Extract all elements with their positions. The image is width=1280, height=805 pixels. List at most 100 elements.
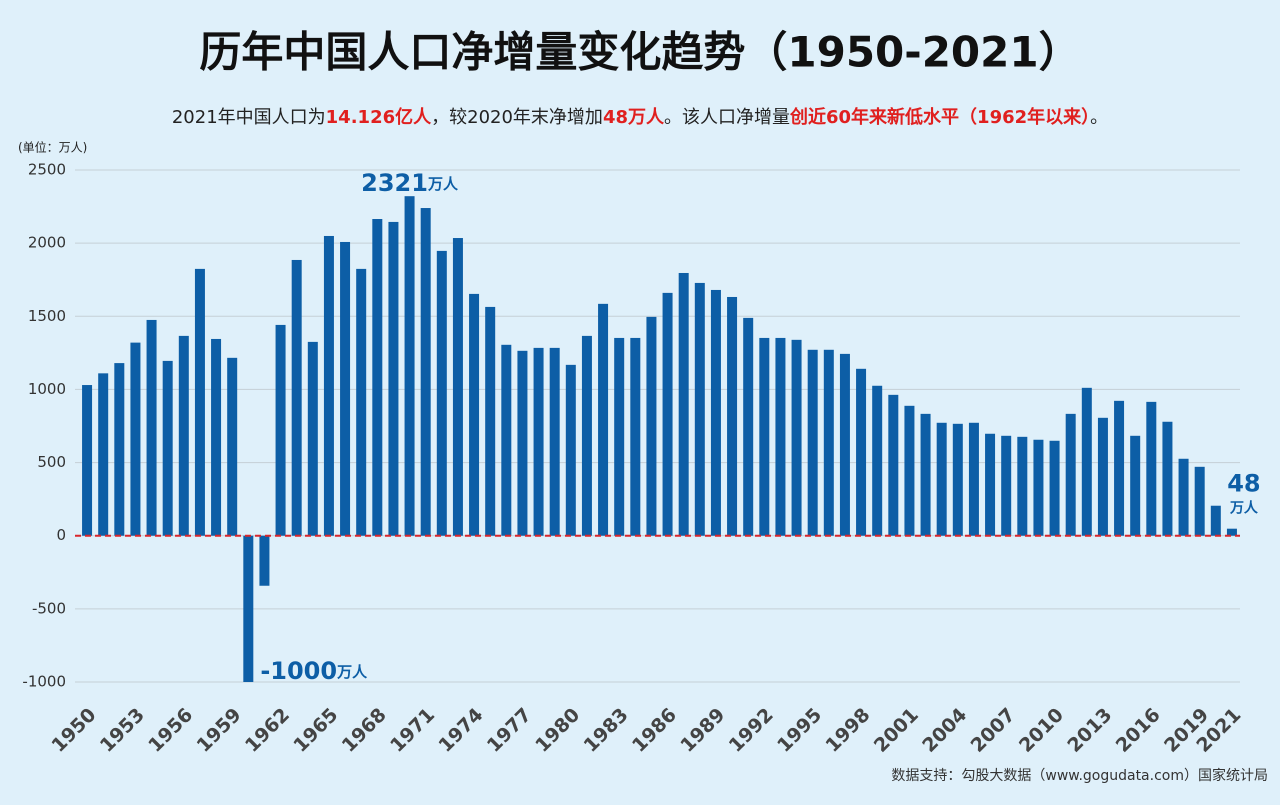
bar [323, 235, 334, 536]
bar [823, 349, 834, 536]
bar [1065, 413, 1076, 536]
bar [727, 296, 738, 536]
bar [517, 350, 528, 536]
source: 数据支持：勾股大数据（www.gogudata.com）国家统计局 [891, 767, 1268, 784]
bar [759, 337, 770, 536]
bar [985, 433, 996, 536]
bar [114, 363, 125, 536]
bar [485, 306, 496, 536]
bar [646, 316, 657, 536]
value-label-unit: 万人 [427, 175, 459, 193]
y-tick-label: 2000 [28, 234, 66, 252]
unit-label: (单位：万人) [18, 140, 87, 155]
bar [243, 535, 254, 682]
subtitle-part: 2021年中国人口为 [172, 107, 326, 128]
bar [775, 337, 786, 536]
bar [388, 221, 399, 536]
bar [565, 364, 576, 536]
bar [888, 394, 899, 536]
bar [1097, 417, 1108, 536]
bar [952, 423, 963, 536]
bar [839, 353, 850, 536]
bar [452, 238, 463, 536]
bar [1081, 387, 1092, 536]
bar [630, 337, 641, 536]
bar [1178, 458, 1189, 536]
bar [82, 385, 93, 536]
bar [211, 338, 222, 536]
bar [162, 360, 173, 536]
y-tick-label: 1500 [28, 307, 66, 325]
subtitle-part: 48万人 [603, 107, 665, 128]
bar [791, 339, 802, 536]
subtitle-part: 14.126亿人 [326, 106, 432, 128]
bar [678, 272, 689, 536]
bar [420, 208, 431, 536]
bar [549, 347, 560, 536]
value-label-unit: 万人 [1229, 500, 1259, 517]
bar [1001, 435, 1012, 536]
bar [904, 405, 915, 536]
bar [936, 422, 947, 536]
bar [275, 324, 286, 536]
bar [307, 341, 318, 536]
y-tick-label: 2500 [28, 161, 66, 179]
bar [98, 373, 109, 536]
value-label-number: 48 [1227, 470, 1260, 498]
value-label: -1000万人 [260, 657, 368, 685]
y-tick-label: 1000 [28, 380, 66, 398]
value-label-number: 2321 [361, 169, 428, 197]
bar [340, 241, 351, 536]
bar [1162, 421, 1173, 536]
bar [1114, 400, 1125, 536]
subtitle-part: 。 [1090, 107, 1108, 128]
bar [194, 268, 205, 536]
y-tick-label: 500 [37, 453, 66, 471]
bar [501, 344, 512, 536]
y-tick-label: 0 [56, 526, 66, 544]
y-tick-label: -1000 [22, 673, 66, 691]
bar [1194, 466, 1205, 536]
bar [178, 335, 189, 536]
bar [1049, 440, 1060, 536]
value-label-unit: 万人 [336, 663, 368, 681]
value-label: 48 [1227, 470, 1260, 498]
bar [1033, 439, 1044, 536]
bar [856, 368, 867, 536]
bar [807, 349, 818, 536]
chart-title: 历年中国人口净增量变化趋势（1950-2021） [199, 28, 1080, 77]
bar [1210, 505, 1221, 536]
bar [710, 289, 721, 536]
bar [662, 292, 673, 536]
bar [436, 250, 447, 536]
value-label: 2321万人 [361, 169, 459, 197]
bar [1226, 528, 1237, 536]
bar [743, 317, 754, 536]
bar [146, 319, 157, 536]
subtitle-part: ，较2020年末净增加 [431, 107, 603, 128]
bar [130, 342, 141, 536]
bar [372, 219, 383, 536]
bar [356, 268, 367, 536]
subtitle-part: 创近60年来新低水平（1962年以来） [789, 106, 1090, 128]
bar [1130, 435, 1141, 536]
bar [872, 385, 883, 536]
bar [1146, 401, 1157, 536]
bar [694, 282, 705, 536]
bar [614, 337, 625, 536]
y-tick-label: -500 [32, 599, 66, 617]
bar [259, 535, 270, 586]
bar [404, 196, 415, 536]
bar [920, 413, 931, 536]
bar [968, 422, 979, 536]
bar [598, 303, 609, 536]
bar [469, 293, 480, 536]
bar [291, 259, 302, 536]
bar [227, 357, 238, 536]
value-label-number: -1000 [260, 657, 337, 685]
bar [581, 335, 592, 536]
subtitle: 2021年中国人口为14.126亿人，较2020年末净增加48万人。该人口净增量… [172, 106, 1108, 128]
subtitle-part: 。该人口净增量 [664, 107, 790, 128]
bar [1017, 436, 1028, 536]
